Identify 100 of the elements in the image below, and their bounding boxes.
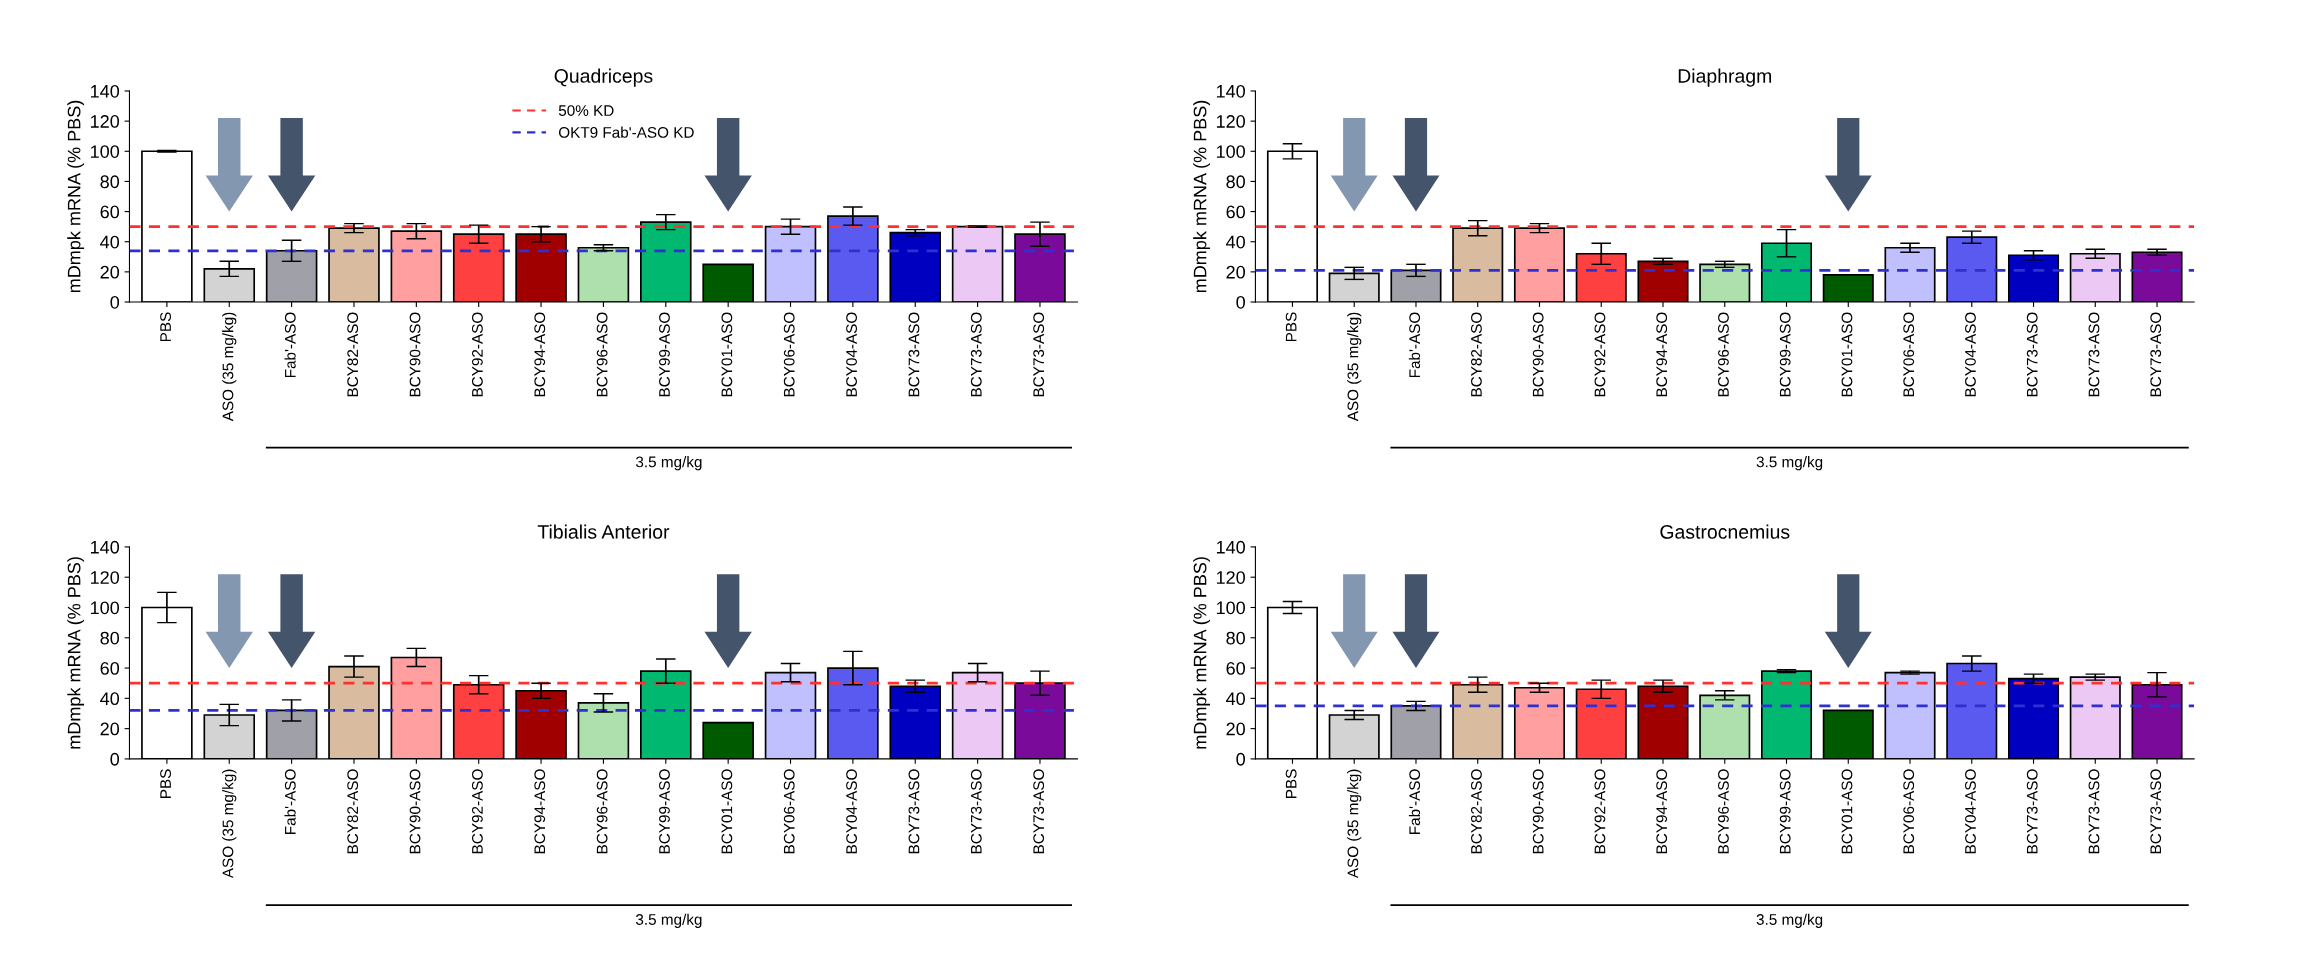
y-tick-label: 40: [1226, 235, 1245, 249]
x-tick-label: BCY94-ASO: [1656, 769, 1668, 854]
text: 3.5 mg/kg: [635, 913, 702, 928]
x-tick-label: BCY90-ASO: [409, 769, 421, 854]
y-tick-label: 60: [100, 661, 120, 675]
y-tick-label: 0: [1236, 295, 1245, 309]
x-tick-label: BCY04-ASO: [846, 312, 857, 397]
x-tick-label: BCY73-ASO: [2026, 312, 2038, 397]
x-tick-label: BCY01-ASO: [1841, 312, 1853, 397]
y-tick-label: 80: [1226, 175, 1245, 189]
x-tick-label: BCY90-ASO: [409, 312, 421, 397]
y-tick-label: 0: [110, 295, 120, 309]
x-tick-label: BCY01-ASO: [1841, 769, 1853, 854]
x-tick-label: BCY82-ASO: [347, 312, 359, 397]
x-tick-label: BCY92-ASO: [1594, 769, 1606, 854]
x-tick-label: BCY73-ASO: [970, 769, 982, 854]
y-tick-label: 0: [1236, 752, 1245, 766]
y-tick-label: 40: [100, 692, 120, 706]
x-tick-label: BCY92-ASO: [1594, 312, 1606, 397]
y-tick-label: 80: [100, 175, 120, 189]
chart-title: Gastrocnemius: [1660, 524, 1790, 539]
x-tick-label: PBS: [1285, 769, 1297, 798]
x-tick-label: Fab'-ASO: [284, 312, 296, 378]
x-tick-label: ASO (35 mg/kg): [222, 769, 237, 879]
y-tick-label: 100: [1216, 145, 1245, 158]
x-tick-label: BCY01-ASO: [721, 312, 733, 397]
y-tick-label: 140: [1216, 84, 1245, 98]
x-tick-label: BCY82-ASO: [1471, 769, 1482, 854]
x-tick-label: BCY73-ASO: [2150, 312, 2162, 397]
x-tick-label: PBS: [160, 312, 171, 342]
legend-label: OKT9 Fab'-ASO KD: [558, 126, 694, 138]
x-tick-label: ASO (35 mg/kg): [1347, 312, 1362, 422]
y-tick-label: 20: [1226, 722, 1245, 736]
y-tick-label: 20: [100, 265, 120, 279]
text: 3.5 mg/kg: [1756, 456, 1823, 471]
x-tick-label: BCY99-ASO: [659, 769, 670, 854]
x-tick-label: BCY96-ASO: [1718, 312, 1729, 397]
x-tick-label: BCY92-ASO: [471, 312, 483, 397]
x-tick-label: BCY04-ASO: [1965, 769, 1976, 854]
text: 3.5 mg/kg: [635, 456, 702, 471]
chart-title: Quadriceps: [554, 68, 653, 87]
x-tick-label: BCY96-ASO: [1718, 769, 1729, 854]
x-tick-label: BCY04-ASO: [846, 769, 857, 854]
chart-title: Tibialis Anterior: [537, 524, 670, 539]
y-tick-label: 140: [1216, 540, 1245, 554]
x-tick-label: BCY94-ASO: [534, 769, 546, 854]
x-tick-label: Fab'-ASO: [1408, 312, 1421, 378]
x-tick-label: BCY06-ASO: [783, 312, 795, 397]
x-tick-label: BCY06-ASO: [1903, 312, 1915, 397]
y-axis-title: mDmpk mRNA (% PBS): [67, 100, 85, 293]
y-tick-label: 120: [91, 115, 120, 128]
y-tick-label: 120: [91, 571, 120, 584]
x-tick-label: BCY96-ASO: [596, 312, 608, 397]
x-tick-label: BCY73-ASO: [1033, 769, 1045, 854]
y-axis-title: mDmpk mRNA (% PBS): [67, 557, 85, 749]
x-tick-label: BCY94-ASO: [1656, 312, 1668, 397]
y-axis-title: mDmpk mRNA (% PBS): [1193, 557, 1211, 749]
x-tick-label: BCY99-ASO: [659, 312, 670, 397]
x-tick-label: BCY90-ASO: [1532, 769, 1544, 854]
y-tick-label: 40: [1226, 692, 1245, 706]
y-tick-label: 60: [1226, 661, 1245, 675]
y-axis-title: mDmpk mRNA (% PBS): [1193, 100, 1211, 293]
legend-label: 50% KD: [558, 105, 614, 116]
x-tick-label: BCY73-ASO: [908, 312, 920, 397]
chart-title: Diaphragm: [1678, 68, 1772, 87]
y-tick-label: 80: [100, 631, 120, 645]
y-tick-label: 100: [91, 601, 120, 615]
text: 3.5 mg/kg: [1756, 913, 1823, 928]
x-tick-label: BCY96-ASO: [596, 769, 608, 854]
y-tick-label: 60: [100, 205, 120, 219]
x-tick-label: BCY01-ASO: [721, 769, 733, 854]
x-tick-label: BCY82-ASO: [347, 769, 359, 854]
y-tick-label: 120: [1216, 571, 1245, 584]
x-tick-label: BCY73-ASO: [2150, 769, 2162, 854]
x-tick-label: PBS: [1285, 312, 1297, 342]
y-tick-label: 60: [1226, 205, 1245, 219]
x-tick-label: BCY73-ASO: [908, 769, 920, 854]
x-tick-label: Fab'-ASO: [284, 769, 296, 834]
x-tick-label: BCY82-ASO: [1471, 312, 1482, 397]
x-tick-label: ASO (35 mg/kg): [1347, 769, 1362, 879]
x-tick-label: BCY90-ASO: [1532, 312, 1544, 397]
y-tick-label: 100: [1216, 601, 1245, 615]
x-tick-label: BCY06-ASO: [1903, 769, 1915, 854]
y-tick-label: 140: [91, 84, 120, 98]
y-tick-label: 100: [91, 145, 120, 158]
x-tick-label: BCY92-ASO: [471, 769, 483, 854]
x-tick-label: BCY73-ASO: [2026, 769, 2038, 854]
x-tick-label: BCY73-ASO: [2088, 312, 2100, 397]
x-tick-label: BCY73-ASO: [1033, 312, 1045, 397]
x-tick-label: BCY73-ASO: [2088, 769, 2100, 854]
y-tick-label: 40: [100, 235, 120, 249]
y-tick-label: 80: [1226, 631, 1245, 645]
x-tick-label: BCY99-ASO: [1779, 769, 1791, 854]
x-tick-label: BCY99-ASO: [1779, 312, 1791, 397]
x-tick-label: BCY94-ASO: [534, 312, 546, 397]
y-tick-label: 140: [91, 540, 120, 554]
x-tick-label: BCY04-ASO: [1965, 312, 1976, 397]
x-tick-label: ASO (35 mg/kg): [222, 312, 237, 422]
x-tick-label: Fab'-ASO: [1408, 769, 1421, 834]
y-tick-label: 0: [110, 752, 120, 766]
